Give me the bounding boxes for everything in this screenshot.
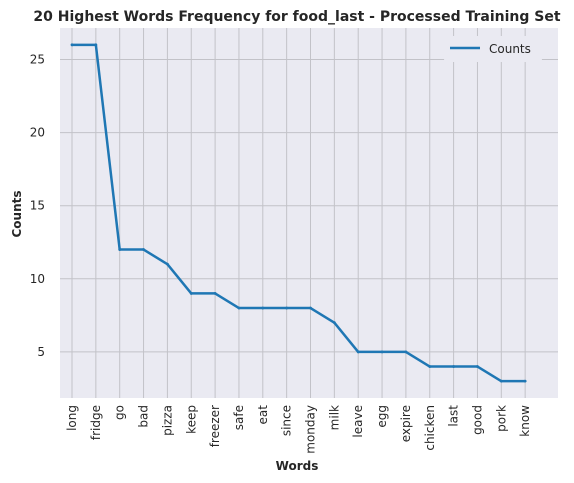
y-tick-label: 10	[30, 272, 45, 286]
y-tick-label: 15	[30, 199, 45, 213]
data-point	[285, 306, 289, 310]
data-point	[166, 262, 169, 266]
x-tick-label: good	[470, 405, 484, 435]
y-axis-label: Counts	[10, 190, 24, 237]
legend-label: Counts	[489, 42, 531, 56]
x-tick-label: freezer	[208, 405, 222, 447]
data-point	[499, 379, 503, 383]
x-tick-label: bad	[137, 405, 151, 428]
x-tick-label: since	[280, 405, 294, 436]
data-point	[70, 43, 74, 47]
x-tick-label: pizza	[160, 405, 174, 436]
series-group	[70, 43, 527, 383]
x-tick-label: expire	[399, 405, 413, 442]
x-tick-label: keep	[184, 405, 198, 434]
data-point	[261, 306, 265, 310]
legend: Counts	[444, 36, 542, 62]
data-point	[476, 365, 479, 368]
data-point	[309, 306, 312, 310]
chart-title: 20 Highest Words Frequency for food_last…	[33, 9, 560, 25]
data-point	[189, 292, 193, 295]
y-tick-label: 25	[30, 52, 45, 66]
y-tick-label: 5	[37, 345, 45, 359]
x-tick-label: monday	[304, 405, 318, 454]
x-tick-label: chicken	[423, 405, 437, 451]
data-point	[237, 306, 241, 310]
data-point	[428, 365, 432, 368]
data-point	[142, 248, 145, 251]
x-tick-label: pork	[494, 405, 508, 432]
x-tick-label: leave	[351, 405, 365, 438]
data-point	[332, 321, 336, 325]
x-grid	[71, 28, 526, 398]
x-tick-label: eat	[256, 405, 270, 425]
y-tick-label: 20	[30, 126, 45, 140]
series-line	[72, 43, 526, 383]
plot-area	[60, 28, 558, 398]
x-axis-label: Words	[276, 459, 319, 473]
data-point	[356, 350, 360, 354]
x-tick-label: go	[113, 405, 127, 420]
data-point	[452, 365, 455, 368]
data-point	[380, 350, 384, 354]
data-point	[523, 379, 527, 383]
x-tick-label: long	[65, 405, 79, 431]
data-point	[404, 350, 408, 354]
y-tick-labels: 5 10 15 20 25	[30, 52, 45, 358]
x-tick-label: milk	[327, 405, 341, 430]
data-point	[213, 292, 217, 295]
x-tick-labels: long fridge go bad pizza keep freezer safe eat si…	[65, 405, 532, 454]
x-tick-label: fridge	[89, 405, 103, 440]
data-point	[94, 43, 98, 47]
x-tick-label: know	[518, 405, 532, 437]
x-tick-label: last	[447, 405, 461, 427]
data-point	[118, 248, 122, 251]
legend-box	[444, 36, 542, 62]
x-tick-label: egg	[375, 405, 389, 428]
x-tick-label: safe	[232, 405, 246, 430]
